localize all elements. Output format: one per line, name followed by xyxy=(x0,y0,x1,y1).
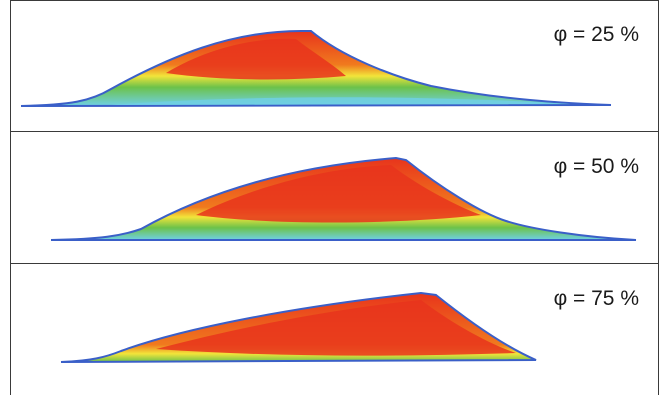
heap-profile-75 xyxy=(60,291,537,363)
heap-core-red-50 xyxy=(196,165,481,223)
heap-profile-50 xyxy=(50,156,637,241)
panel-label-50: φ = 50 % xyxy=(553,155,639,178)
panel-label-75: φ = 75 % xyxy=(553,287,639,310)
heap-profile-25 xyxy=(20,30,612,107)
heap-core-red-75 xyxy=(156,300,516,356)
panel-divider-1 xyxy=(10,131,659,132)
heap-panel-50: φ = 50 % xyxy=(11,133,657,263)
heap-base-cyan-25 xyxy=(111,97,571,105)
heap-panel-75: φ = 75 % xyxy=(11,265,657,395)
panel-divider-2 xyxy=(10,263,659,264)
heap-panel-25: φ = 25 % xyxy=(11,1,657,131)
frame-left-border xyxy=(10,0,11,395)
frame-top-border xyxy=(10,0,659,1)
heap-core-red-25 xyxy=(166,38,346,80)
frame-right-border xyxy=(658,0,659,395)
figure-frame xyxy=(10,0,659,395)
panel-label-25: φ = 25 % xyxy=(553,23,639,46)
